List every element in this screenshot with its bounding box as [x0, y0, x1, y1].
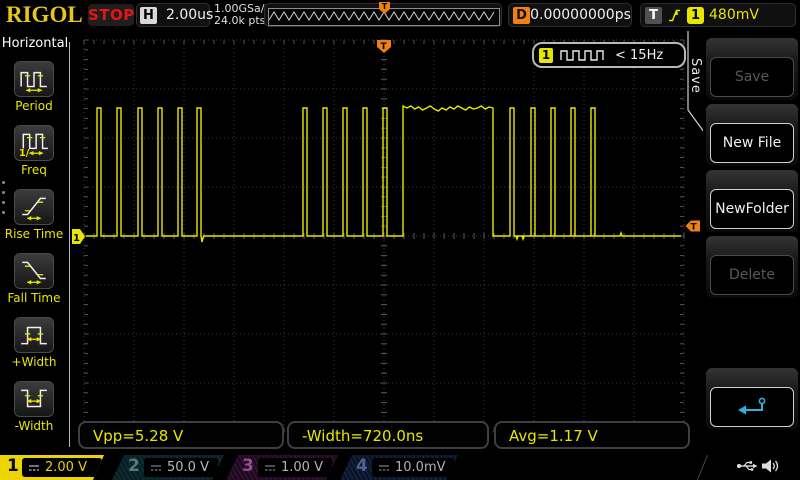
freq-icon: 1/ [14, 125, 54, 161]
trigger-level-marker[interactable] [685, 220, 701, 232]
channel-4-number: 4 [356, 456, 368, 476]
channel-4-scale: 10.0mV [395, 460, 446, 475]
pulse-train-icon [560, 50, 604, 61]
menu-cell: NewFolder [706, 170, 798, 232]
trigger-type-pulse-icon [669, 9, 680, 21]
coupling-dc-icon [151, 464, 161, 471]
sidebar-item-label: Freq [21, 163, 47, 177]
channel-1-scale: 2.00 V [45, 460, 87, 475]
trigger-box[interactable]: T 1 480mV [640, 3, 796, 27]
coupling-dc-icon [379, 464, 389, 471]
channel-1-level-marker[interactable] [72, 229, 85, 244]
channel-1-tab[interactable]: 1 2.00 V [0, 455, 104, 480]
memory-depth: 24.0k pts [214, 14, 266, 27]
trigger-status-channel-badge: 1 [539, 47, 553, 63]
top-status-bar: RIGOL STOP H 2.00us 1.00GSa/s 24.0k pts … [0, 0, 800, 30]
svg-text:1: 1 [73, 233, 80, 244]
svg-text:T: T [691, 223, 698, 233]
channel-1-waveform [86, 104, 681, 243]
menu-cell: Delete [706, 236, 798, 298]
sidebar-item-label: Period [15, 99, 53, 113]
menu-tab-title: Save [688, 58, 703, 94]
sidebar-title: Horizontal [1, 36, 69, 51]
sidebar-item-label: +Width [11, 355, 57, 369]
new-folder-button[interactable]: NewFolder [710, 189, 794, 229]
scroll-dot [2, 181, 5, 184]
svg-text:1/: 1/ [19, 148, 30, 157]
acquisition-info: 1.00GSa/s 24.0k pts [214, 3, 270, 27]
fall-time-icon [14, 253, 54, 289]
channel-3-scale: 1.00 V [281, 460, 323, 475]
minus-width-icon [14, 381, 54, 417]
delay-d-badge: D [513, 6, 530, 24]
rigol-logo: RIGOL [6, 2, 83, 27]
channel-3-tab[interactable]: 3 1.00 V [226, 455, 338, 480]
sidebar-item-fall-time[interactable]: Fall Time [0, 253, 68, 305]
menu-cell [706, 368, 798, 430]
channel-2-number: 2 [128, 456, 140, 476]
channel-4-tab[interactable]: 4 10.0mV [340, 455, 458, 480]
trigger-position-marker[interactable] [377, 40, 391, 53]
sidebar-item-label: -Width [14, 419, 54, 433]
preview-trigger-marker[interactable]: T [379, 2, 390, 14]
sample-rate: 1.00GSa/s [214, 2, 271, 15]
sidebar-item-label: Fall Time [7, 291, 61, 305]
scroll-dot [2, 191, 5, 194]
trigger-status-box: 1 < 15Hz [532, 42, 686, 68]
coupling-dc-icon [29, 464, 39, 471]
menu-cell: Save [706, 38, 798, 100]
measurement-avg: Avg=1.17 V [494, 421, 690, 449]
channel-2-tab[interactable]: 2 50.0 V [112, 455, 224, 480]
channel-4-scale-box: 10.0mV [372, 458, 454, 477]
trigger-frequency: < 15Hz [615, 47, 664, 63]
horizontal-h-badge: H [140, 6, 157, 24]
channel-1-scale-box: 2.00 V [22, 458, 102, 477]
sidebar-item-nwidth[interactable]: -Width [0, 381, 68, 433]
coupling-dc-icon [265, 464, 275, 471]
scroll-dot [2, 201, 5, 204]
save-button[interactable]: Save [710, 57, 794, 97]
period-icon [14, 61, 54, 97]
measurement-nwidth: -Width=720.0ns [287, 421, 489, 449]
timebase-value: 2.00us [166, 7, 214, 23]
channel-status-bar: 1 2.00 V 2 50.0 V 3 [0, 455, 800, 480]
waveform-preview-bar[interactable]: T [264, 2, 502, 27]
channel-3-number: 3 [242, 456, 254, 476]
trigger-t-badge: T [645, 6, 662, 24]
channel-2-scale-box: 50.0 V [144, 458, 218, 477]
channel-1-number: 1 [7, 456, 19, 476]
sidebar-item-pwidth[interactable]: +Width [0, 317, 68, 369]
measurement-vpp: Vpp=5.28 V [78, 421, 284, 449]
trigger-level-value: 480mV [709, 7, 759, 23]
horizontal-timebase-box[interactable]: H 2.00us [136, 3, 214, 27]
sidebar-item-freq[interactable]: 1/ Freq [0, 125, 68, 177]
channel-2-scale: 50.0 V [167, 460, 209, 475]
new-file-button[interactable]: New File [710, 123, 794, 163]
menu-tab-frame [687, 31, 705, 133]
rise-time-icon [14, 189, 54, 225]
sidebar-item-label: Rise Time [4, 227, 64, 241]
plus-width-icon [14, 317, 54, 353]
svg-text:T: T [381, 42, 388, 52]
sidebar-item-period[interactable]: Period [0, 61, 68, 113]
menu-cell: New File [706, 104, 798, 166]
usb-icon [736, 461, 758, 471]
sidebar-divider [69, 42, 70, 447]
scroll-dot [2, 211, 5, 214]
statusbar-divider [696, 455, 709, 480]
preview-zigzag [269, 11, 495, 21]
channel-3-scale-box: 1.00 V [258, 458, 332, 477]
delay-box: D 0.00000000ps [508, 3, 632, 27]
return-arrow-icon [738, 397, 766, 415]
run-stop-status[interactable]: STOP [88, 4, 135, 26]
trigger-source-badge: 1 [687, 6, 704, 24]
delay-value: 0.00000000ps [530, 7, 631, 23]
sidebar-item-rise-time[interactable]: Rise Time [0, 189, 68, 241]
speaker-icon [762, 459, 779, 473]
delete-button[interactable]: Delete [710, 255, 794, 295]
back-button[interactable] [710, 387, 794, 427]
